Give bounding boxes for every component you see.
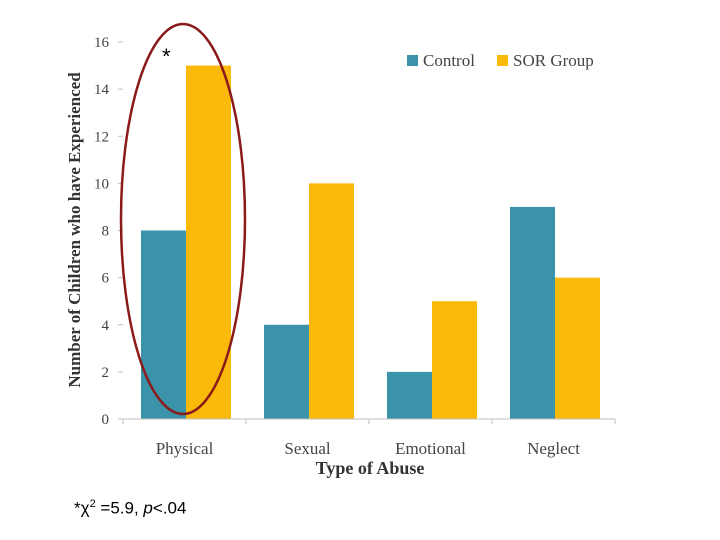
bars: [141, 65, 600, 419]
bar-control-neglect: [510, 206, 555, 419]
bar-sor-sexual: [309, 183, 354, 419]
y-axis-title: Number of Children who have Experienced: [65, 72, 84, 388]
x-tick-label: Physical: [156, 439, 214, 458]
y-tick-label: 4: [102, 318, 110, 334]
y-tick-label: 8: [102, 224, 110, 240]
legend-label-control: Control: [423, 51, 475, 70]
footnote-p: p: [143, 498, 153, 518]
bar-sor-physical: [186, 65, 231, 419]
footnote-superscript: 2: [89, 498, 96, 510]
chi-symbol: χ: [80, 498, 90, 518]
x-tick-label: Emotional: [395, 439, 466, 458]
y-tick-label: 6: [102, 271, 110, 287]
footnote-p-value: <.04: [152, 498, 187, 518]
footnote: *χ2 =5.9, p<.04: [74, 498, 186, 519]
y-tick-label: 10: [94, 176, 109, 192]
x-axis: Physical Sexual Emotional Neglect: [122, 418, 616, 458]
significance-star: *: [162, 44, 171, 69]
bar-sor-neglect: [555, 277, 600, 419]
bar-control-sexual: [264, 324, 309, 419]
y-tick-label: 16: [94, 35, 110, 51]
legend-label-sor: SOR Group: [513, 51, 594, 70]
x-tick-label: Neglect: [527, 439, 580, 458]
x-axis-title: Type of Abuse: [316, 458, 425, 478]
y-tick-label: 14: [94, 82, 110, 98]
footnote-star: *: [74, 498, 81, 518]
y-axis: 0 2 4 6 8 10 12 14 16: [94, 35, 123, 428]
y-tick-label: 2: [102, 365, 110, 381]
bar-control-physical: [141, 230, 186, 419]
bar-sor-emotional: [432, 301, 477, 419]
y-tick-label: 0: [102, 412, 110, 428]
legend: Control SOR Group: [407, 51, 594, 70]
highlight-ellipse: [119, 22, 247, 416]
x-tick-label: Sexual: [284, 439, 331, 458]
legend-swatch-control: [407, 55, 418, 66]
footnote-stat: =5.9,: [95, 498, 144, 518]
bar-control-emotional: [387, 371, 432, 419]
y-tick-label: 12: [94, 129, 109, 145]
legend-swatch-sor: [497, 55, 508, 66]
